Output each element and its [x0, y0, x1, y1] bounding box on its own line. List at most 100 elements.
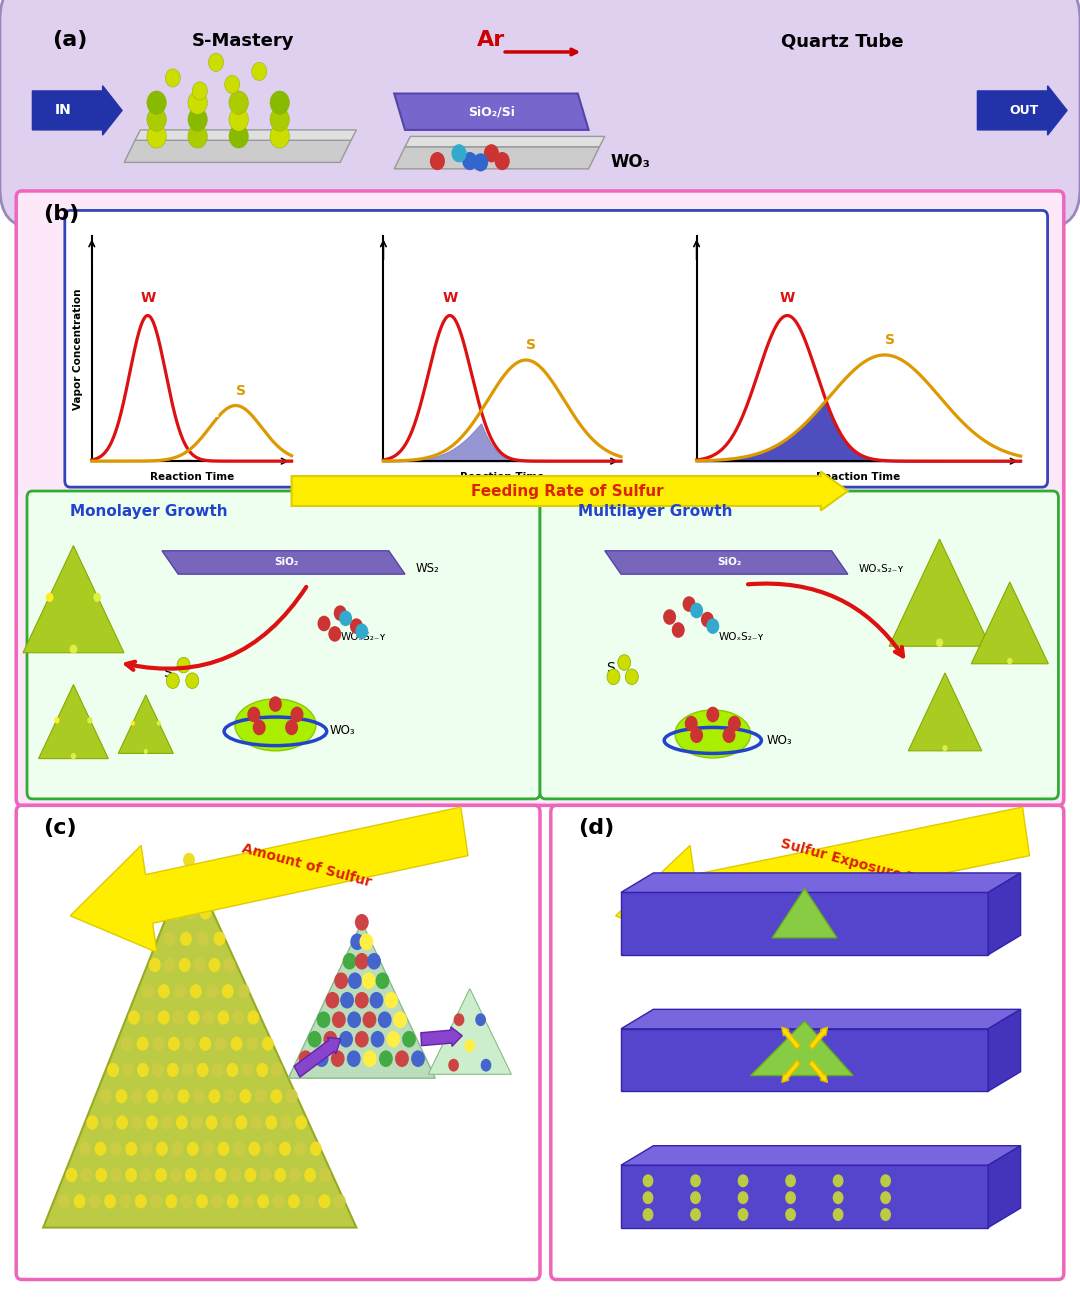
Circle shape	[192, 82, 207, 100]
Circle shape	[131, 1089, 143, 1103]
Circle shape	[274, 1168, 286, 1182]
Circle shape	[464, 1039, 475, 1052]
Circle shape	[454, 1013, 464, 1026]
Circle shape	[286, 1089, 298, 1103]
Text: Reaction Time: Reaction Time	[816, 472, 901, 482]
Circle shape	[305, 1168, 316, 1182]
Circle shape	[220, 1116, 232, 1130]
Circle shape	[323, 1031, 337, 1047]
Text: WOₓS₂₋ʏ: WOₓS₂₋ʏ	[859, 564, 904, 574]
Polygon shape	[394, 94, 589, 130]
FancyArrow shape	[294, 1038, 340, 1077]
Circle shape	[270, 108, 289, 131]
Circle shape	[95, 1142, 107, 1156]
Circle shape	[618, 655, 631, 670]
Text: OUT: OUT	[1009, 104, 1039, 117]
Circle shape	[330, 1051, 345, 1066]
Circle shape	[936, 638, 943, 647]
Text: IN: IN	[54, 104, 71, 117]
Circle shape	[152, 1037, 164, 1051]
Circle shape	[165, 1194, 177, 1208]
Circle shape	[251, 1116, 262, 1130]
Circle shape	[270, 1089, 282, 1103]
Circle shape	[208, 957, 220, 972]
Circle shape	[334, 605, 347, 621]
Polygon shape	[405, 136, 605, 147]
Circle shape	[295, 1142, 307, 1156]
Circle shape	[259, 1168, 271, 1182]
Circle shape	[147, 108, 166, 131]
Text: SiO₂: SiO₂	[717, 557, 741, 568]
Circle shape	[215, 1037, 227, 1051]
Polygon shape	[119, 695, 173, 753]
Circle shape	[266, 1116, 278, 1130]
Circle shape	[340, 992, 354, 1008]
Circle shape	[100, 1089, 112, 1103]
Circle shape	[723, 727, 735, 743]
Circle shape	[288, 1194, 300, 1208]
Circle shape	[255, 1089, 267, 1103]
Circle shape	[170, 1168, 181, 1182]
Circle shape	[73, 1194, 85, 1208]
Circle shape	[137, 1063, 149, 1077]
Circle shape	[295, 1116, 307, 1130]
Circle shape	[178, 957, 190, 972]
Circle shape	[214, 931, 226, 946]
Circle shape	[191, 1116, 203, 1130]
Circle shape	[180, 1194, 192, 1208]
Circle shape	[193, 1089, 205, 1103]
Text: Feeding Rate of Sulfur: Feeding Rate of Sulfur	[471, 483, 663, 499]
Circle shape	[140, 1168, 152, 1182]
Circle shape	[131, 1116, 143, 1130]
FancyArrowPatch shape	[748, 583, 903, 656]
Polygon shape	[988, 873, 1021, 955]
Circle shape	[279, 1142, 291, 1156]
Text: Sulfur Exposure Time: Sulfur Exposure Time	[779, 837, 945, 894]
Circle shape	[785, 1208, 796, 1221]
Circle shape	[643, 1208, 653, 1221]
Circle shape	[203, 1011, 215, 1025]
Polygon shape	[908, 673, 982, 751]
Circle shape	[168, 1037, 179, 1051]
Circle shape	[285, 720, 298, 735]
Circle shape	[107, 1063, 119, 1077]
FancyArrow shape	[977, 86, 1067, 135]
Circle shape	[172, 1142, 184, 1156]
Circle shape	[332, 1012, 346, 1028]
Polygon shape	[621, 873, 1021, 892]
Circle shape	[93, 592, 102, 601]
Circle shape	[607, 669, 620, 685]
Text: WOₓS₂₋ʏ: WOₓS₂₋ʏ	[718, 631, 764, 642]
Circle shape	[690, 603, 703, 618]
Text: S-Mastery: S-Mastery	[192, 32, 294, 51]
Circle shape	[272, 1194, 284, 1208]
Circle shape	[690, 1191, 701, 1204]
Circle shape	[170, 905, 181, 920]
Circle shape	[185, 905, 197, 920]
Circle shape	[384, 992, 399, 1008]
Circle shape	[943, 746, 947, 751]
Circle shape	[163, 931, 175, 946]
Circle shape	[180, 931, 192, 946]
Circle shape	[233, 1142, 245, 1156]
Circle shape	[164, 957, 176, 972]
Circle shape	[252, 62, 267, 81]
Circle shape	[314, 1051, 328, 1066]
Circle shape	[833, 1208, 843, 1221]
Circle shape	[150, 1194, 162, 1208]
Text: 1L: 1L	[195, 403, 219, 421]
Circle shape	[430, 152, 445, 170]
FancyArrow shape	[292, 472, 848, 511]
Circle shape	[334, 1194, 346, 1208]
Circle shape	[156, 1168, 167, 1182]
Circle shape	[643, 1191, 653, 1204]
Circle shape	[110, 1168, 122, 1182]
Circle shape	[291, 707, 303, 722]
Circle shape	[379, 1051, 393, 1066]
Circle shape	[663, 609, 676, 625]
Circle shape	[184, 853, 194, 868]
Circle shape	[177, 657, 190, 673]
Polygon shape	[43, 860, 356, 1228]
Circle shape	[360, 934, 374, 950]
Circle shape	[69, 644, 78, 653]
